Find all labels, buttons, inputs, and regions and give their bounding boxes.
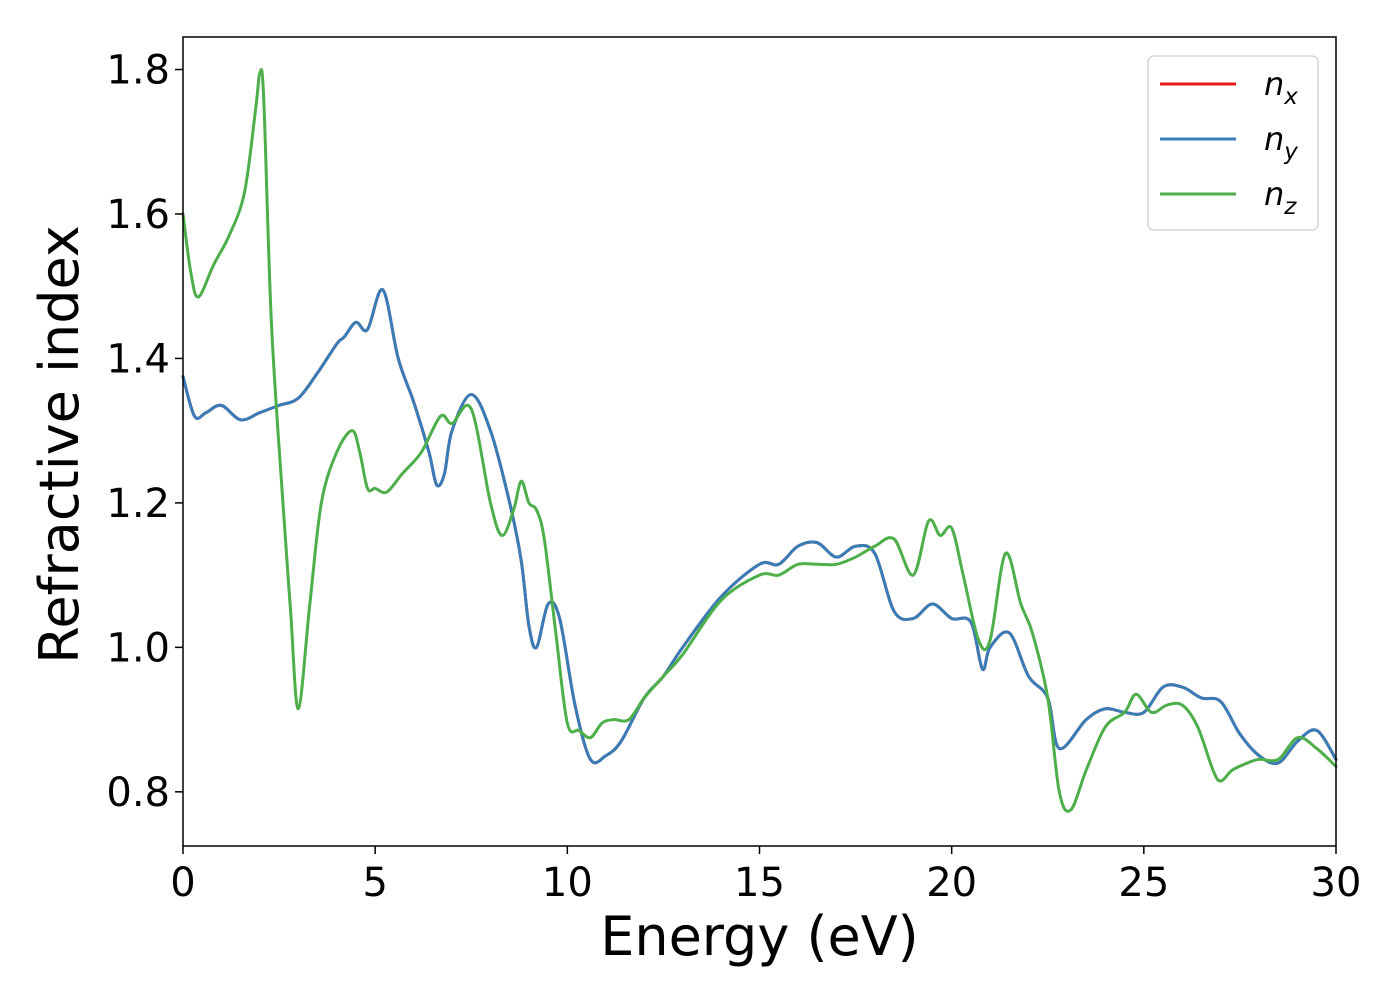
x-tick-label: 10 — [542, 860, 593, 906]
legend-box — [1147, 55, 1319, 231]
y-axis-label: Refractive index — [28, 225, 91, 664]
legend-label-nz: nz — [1264, 175, 1297, 220]
y-tick-label: 1.6 — [106, 192, 170, 238]
y-tick-label: 1.4 — [106, 336, 170, 382]
legend-label-nx: nx — [1264, 65, 1298, 110]
series-line-ny — [181, 288, 1338, 766]
x-tick-label: 20 — [926, 860, 977, 906]
legend: nx ny nz — [1147, 55, 1319, 231]
y-tick-label: 1.0 — [106, 625, 170, 671]
x-axis-label: Energy (eV) — [600, 905, 919, 968]
series-line-nz — [181, 68, 1338, 813]
x-axis-ticks: 0 5 10 15 20 25 30 — [170, 846, 1361, 906]
x-tick-label: 25 — [1118, 860, 1169, 906]
x-tick-label: 0 — [170, 860, 195, 906]
x-tick-label: 15 — [734, 860, 785, 906]
x-tick-label: 5 — [362, 860, 387, 906]
series-line-nx — [181, 288, 1338, 766]
y-tick-label: 1.8 — [106, 48, 170, 94]
y-axis-ticks: 0.8 1.0 1.2 1.4 1.6 1.8 — [106, 48, 183, 816]
y-tick-label: 1.2 — [106, 481, 170, 527]
series-layer — [181, 68, 1338, 813]
y-tick-label: 0.8 — [106, 770, 170, 816]
legend-label-ny: ny — [1264, 120, 1298, 165]
x-tick-label: 30 — [1311, 860, 1362, 906]
